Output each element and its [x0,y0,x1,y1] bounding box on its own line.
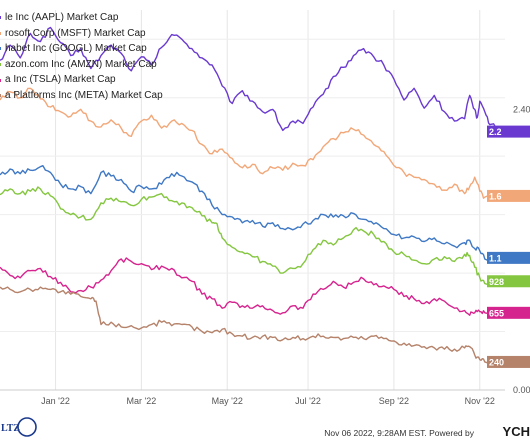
legend-item-meta[interactable]: a Platforms Inc (META) Market Cap [0,88,163,104]
legend-label-amzn: azon.com Inc (AMZN) Market Cap [5,58,157,70]
y-tick-label: 0.00 [513,385,530,395]
legend-label-googl: habet Inc (GOOGL) Market Cap [5,43,147,55]
x-tick-label: Nov '22 [465,396,495,406]
series-end-label-bg-0 [487,125,530,138]
series-end-label-text-0: 2.2 [489,127,502,137]
series-end-label-bg-1 [487,189,530,202]
legend-item-aapl[interactable]: le Inc (AAPL) Market Cap [0,10,163,26]
legend-swatch-tsla [0,78,1,82]
legend-label-meta: a Platforms Inc (META) Market Cap [5,89,163,101]
legend-label-tsla: a Inc (TSLA) Market Cap [5,74,116,86]
legend-swatch-msft [0,31,1,35]
series-end-label-1: 1.6 [487,189,530,202]
footer-timestamp: Nov 06 2022, 9:28AM EST. Powered by [324,428,474,438]
series-line-2 [0,165,506,263]
series-line-3 [0,186,506,286]
svg-text:LTZ: LTZ [1,423,20,434]
series-end-label-text-4: 655 [489,308,504,318]
series-end-label-0: 2.2 [487,125,530,138]
footer-brand-link[interactable]: YCH [502,424,530,439]
series-end-label-4: 655 [487,306,530,319]
x-tick-label: Mar '22 [127,396,157,406]
grid-lines [0,10,505,391]
legend-label-aapl: le Inc (AAPL) Market Cap [5,12,119,23]
legend-item-msft[interactable]: rosoft Corp (MSFT) Market Cap [0,26,163,42]
legend-item-tsla[interactable]: a Inc (TSLA) Market Cap [0,72,163,88]
series-end-label-text-2: 1.1 [489,253,502,263]
series-end-label-text-3: 928 [489,277,504,287]
series-line-0 [0,26,506,133]
ycharts-watermark-logo-icon: LTZ [0,414,40,440]
series-end-label-bg-2 [487,251,530,264]
series-end-label-text-5: 240 [489,357,504,367]
series-end-label-bg-3 [487,275,530,288]
series-end-label-text-1: 1.6 [489,191,502,201]
legend-swatch-aapl [0,16,1,20]
legend-swatch-googl [0,47,1,51]
series-line-1 [0,87,506,199]
legend-item-amzn[interactable]: azon.com Inc (AMZN) Market Cap [0,57,163,73]
x-tick-label: Jan '22 [41,396,70,406]
series-end-label-bg-4 [487,306,530,319]
series-end-label-5: 240 [487,355,530,368]
x-tick-label: Sep '22 [379,396,409,406]
legend-swatch-meta [0,94,1,98]
series-end-label-2: 1.1 [487,251,530,264]
x-tick-label: Jul '22 [295,396,321,406]
series-end-label-3: 928 [487,275,530,288]
series-end-label-bg-5 [487,355,530,368]
series-line-5 [0,286,506,365]
legend-label-msft: rosoft Corp (MSFT) Market Cap [5,27,146,39]
series-line-4 [0,257,506,316]
y-tick-label: 2.40 [513,104,530,114]
series-group [0,26,506,365]
legend-item-googl[interactable]: habet Inc (GOOGL) Market Cap [0,41,163,57]
x-tick-label: May '22 [212,396,243,406]
chart-legend: le Inc (AAPL) Market Cap rosoft Corp (MS… [0,10,163,104]
legend-swatch-amzn [0,63,1,67]
